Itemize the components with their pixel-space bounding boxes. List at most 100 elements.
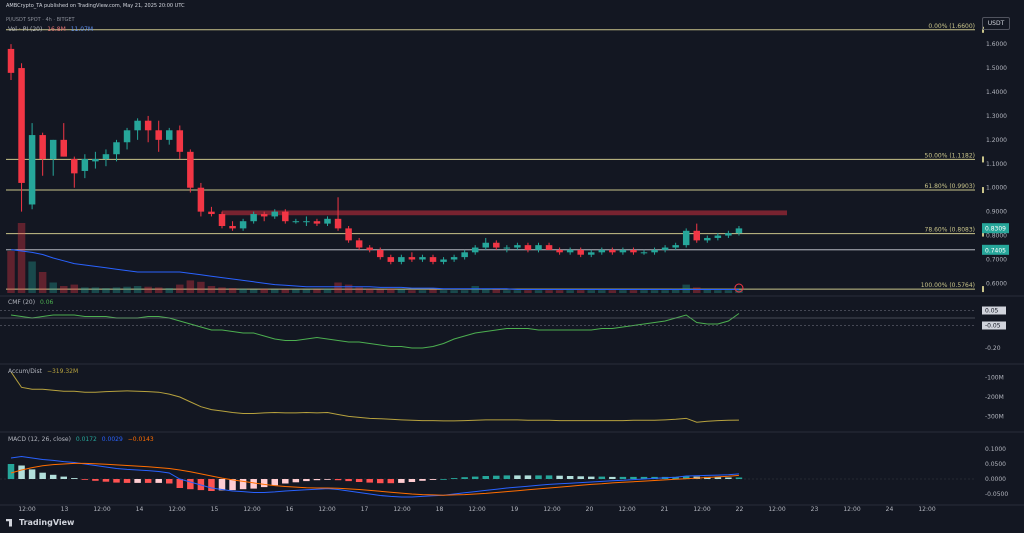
macd-histogram-bar [493, 475, 500, 479]
volume-value: 16.8M [47, 26, 66, 33]
volume-bar [598, 290, 606, 293]
last-price-badge [982, 223, 1009, 234]
volume-bar [260, 288, 268, 293]
price-tick-label: 0.9000 [986, 209, 1007, 216]
macd-histogram-bar [218, 479, 226, 491]
cmf-tick-label: -0.20 [985, 345, 1001, 352]
volume-bar [186, 280, 195, 293]
x-tick-label: 16 [286, 506, 294, 513]
x-tick-label: 12:00 [918, 506, 935, 513]
volume-bar [629, 290, 638, 293]
candle-body [735, 228, 743, 234]
fib-label: 78.60% (0.8083) [925, 227, 975, 234]
macd-histogram-bar [619, 476, 627, 479]
macd-histogram-bar [366, 479, 373, 483]
volume-bar [344, 284, 353, 293]
candle-body [514, 245, 521, 248]
volume-bar [228, 288, 237, 293]
candle-body [588, 252, 595, 255]
accum-tick-label: -300M [985, 413, 1004, 420]
x-tick-label: 14 [136, 506, 144, 513]
macd-histogram-bar [588, 476, 595, 479]
volume-bar [418, 290, 427, 293]
macd-histogram-bar [18, 465, 25, 479]
volume-legend-label: Vol · PI (20) [8, 26, 43, 33]
x-tick-label: 12:00 [243, 506, 260, 513]
macd-histogram-bar [229, 479, 236, 491]
macd-histogram-bar [461, 477, 468, 479]
macd-histogram-bar [482, 476, 489, 479]
macd-histogram-bar [377, 479, 384, 484]
candle-body [387, 257, 395, 262]
volume-bar [207, 286, 216, 293]
candle-body [92, 159, 99, 162]
macd-legend: MACD (12, 26, close) 0.0172 0.0029 −0.01… [8, 436, 154, 443]
volume-bar [154, 287, 163, 293]
candle-body [239, 221, 247, 229]
volume-bar [513, 290, 522, 293]
macd-histogram-bar [260, 479, 268, 488]
x-tick-label: 13 [61, 506, 69, 513]
x-tick-label: 12:00 [618, 506, 635, 513]
volume-bar [28, 261, 36, 293]
volume-bar [576, 290, 585, 293]
macd-histogram-bar [144, 479, 152, 483]
cmf-legend-label: CMF (20) [8, 299, 36, 306]
macd-signal-value: −0.0143 [127, 436, 154, 443]
candle-body [260, 214, 268, 217]
volume-bar [608, 290, 617, 293]
volume-bar [49, 282, 57, 293]
candle-body [313, 221, 321, 224]
macd-histogram-bar [471, 476, 479, 479]
candle-body [155, 130, 162, 140]
cmf-tick-label: -0.05 [985, 323, 1001, 330]
volume-bar [650, 290, 659, 293]
volume-bar [619, 290, 627, 293]
volume-bar [91, 287, 100, 293]
x-tick-label: 19 [511, 506, 519, 513]
volume-bar [70, 284, 79, 293]
price-tick-label: 0.8000 [986, 233, 1007, 240]
macd-legend-label: MACD (12, 26, close) [8, 436, 71, 443]
x-tick-label: 12:00 [93, 506, 110, 513]
accum-tick-label: -200M [985, 394, 1004, 401]
macd-histogram-bar [345, 479, 352, 482]
volume-bar [281, 289, 290, 293]
x-tick-label: 23 [811, 506, 819, 513]
volume-bar [112, 287, 121, 293]
macd-tick-label: -0.0500 [985, 491, 1008, 498]
candle-body [366, 247, 373, 250]
accum-legend: Accum/Dist −319.32M [8, 368, 78, 375]
macd-histogram-bar [355, 479, 363, 482]
currency-badge[interactable]: USDT [982, 17, 1010, 30]
candle-body [398, 257, 405, 262]
candle-body [682, 230, 690, 246]
macd-histogram-bar [176, 479, 184, 488]
candle-body [166, 130, 173, 140]
candle-body [292, 221, 300, 223]
candle-body [377, 249, 384, 258]
volume-bar [376, 289, 384, 293]
macd-histogram-bar [577, 476, 584, 479]
macd-histogram-bar [250, 479, 257, 489]
price-tick-label: 0.7000 [986, 257, 1007, 264]
macd-histogram-bar [735, 477, 743, 479]
candle-body [39, 135, 46, 159]
volume-bar [133, 286, 142, 293]
x-tick-label: 21 [661, 506, 669, 513]
candle-body [440, 259, 447, 262]
macd-histogram-bar [324, 479, 331, 480]
accum-dist-line [10, 371, 739, 423]
publisher-line: AMBCrypto_TA published on TradingView.co… [6, 3, 185, 9]
volume-bar [640, 290, 648, 293]
x-tick-label: 15 [211, 506, 219, 513]
candle-body [461, 252, 468, 258]
macd-histogram-bar [630, 476, 637, 479]
price-tick-label: 1.3000 [986, 113, 1007, 120]
candle-body [197, 187, 205, 212]
cmf-legend: CMF (20) 0.06 [8, 299, 53, 306]
macd-histogram-bar [514, 475, 521, 479]
macd-histogram-bar [113, 479, 120, 483]
cmf-tick-label: 0.05 [985, 308, 999, 315]
volume-bar [144, 286, 152, 293]
